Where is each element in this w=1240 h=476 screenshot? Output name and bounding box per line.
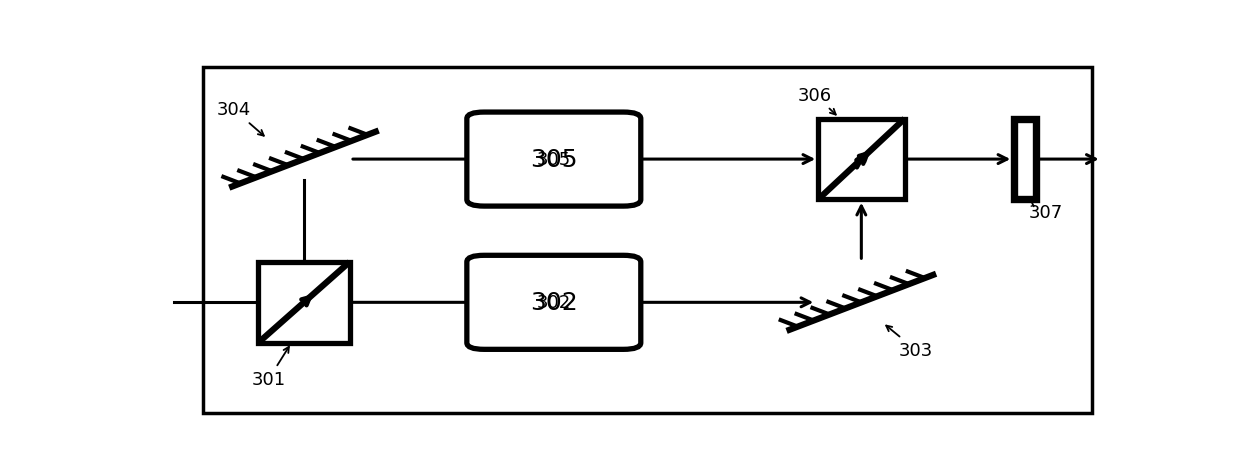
Text: 306: 306 [799,87,836,115]
Text: 305: 305 [529,148,578,172]
Text: 307: 307 [1029,201,1063,222]
Text: 305: 305 [537,151,570,169]
Text: 301: 301 [252,347,289,388]
Bar [1013,119,1035,200]
Text: 304: 304 [217,101,264,137]
Text: 303: 303 [887,326,934,359]
Bar [818,119,904,200]
FancyBboxPatch shape [466,113,641,207]
Bar [258,262,350,343]
FancyBboxPatch shape [466,256,641,349]
Text: 302: 302 [529,291,578,315]
Text: 302: 302 [537,294,570,312]
